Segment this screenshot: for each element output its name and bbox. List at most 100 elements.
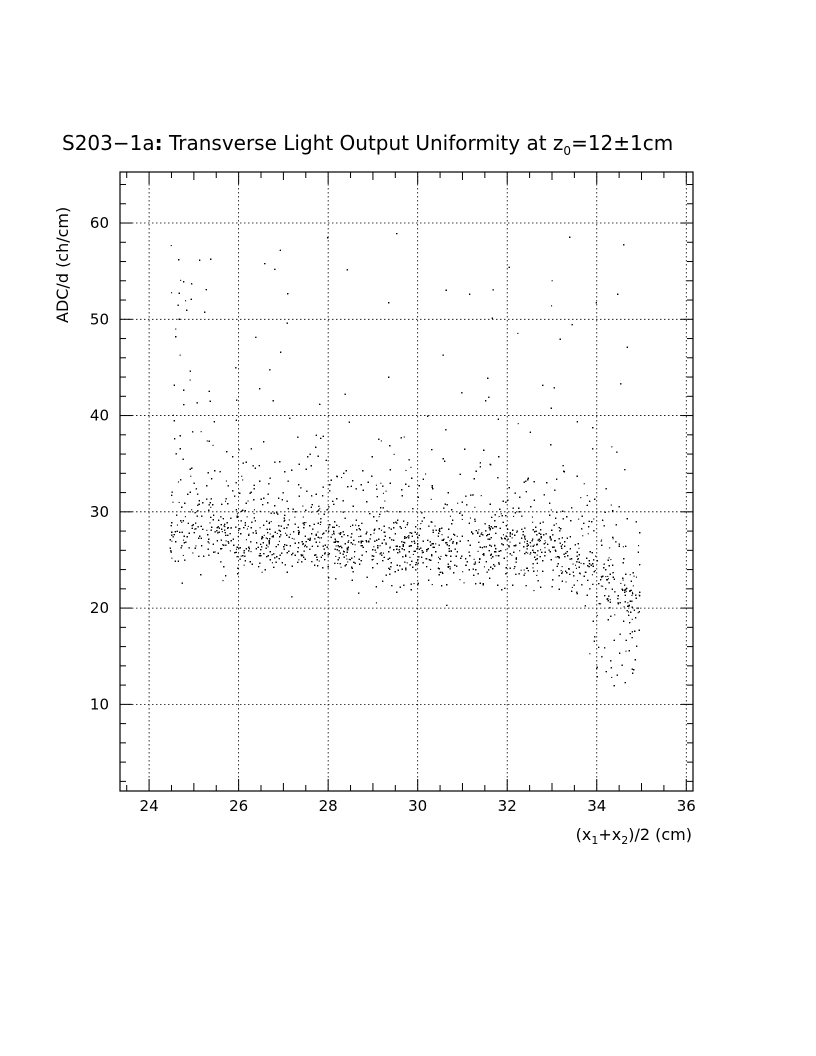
- y-tick-label: 50: [90, 310, 109, 328]
- data-point: [375, 602, 377, 604]
- data-point: [319, 508, 321, 510]
- data-point: [355, 524, 357, 526]
- data-point: [337, 562, 339, 564]
- data-point: [480, 495, 482, 497]
- data-point: [413, 583, 415, 585]
- data-point: [611, 446, 613, 448]
- data-point: [302, 516, 304, 518]
- data-point: [629, 574, 631, 576]
- data-point: [594, 570, 596, 572]
- data-point: [291, 537, 293, 539]
- data-point: [346, 558, 348, 560]
- x-tick-label: 30: [408, 797, 427, 815]
- data-point: [622, 579, 624, 581]
- data-point: [506, 572, 508, 574]
- y-tick-label: 20: [90, 599, 109, 617]
- data-point: [600, 575, 602, 577]
- data-point: [184, 516, 186, 518]
- data-point: [181, 521, 183, 523]
- data-point: [545, 542, 547, 544]
- data-point: [519, 550, 521, 552]
- data-point: [170, 245, 172, 247]
- data-point: [347, 561, 349, 563]
- data-point: [420, 523, 422, 525]
- data-point: [449, 515, 451, 517]
- data-point: [520, 569, 522, 571]
- data-point: [195, 545, 197, 547]
- data-point: [247, 500, 249, 502]
- data-point: [562, 571, 564, 573]
- data-point: [318, 537, 320, 539]
- data-point: [185, 300, 187, 302]
- data-point: [425, 473, 427, 475]
- data-point: [461, 518, 463, 520]
- data-point: [561, 544, 563, 546]
- data-point: [338, 532, 340, 534]
- data-point: [506, 539, 508, 541]
- data-point: [236, 513, 238, 515]
- data-point: [524, 537, 526, 539]
- data-point: [175, 328, 177, 330]
- data-point: [194, 528, 196, 530]
- title-prefix: S203−1a: [62, 131, 155, 155]
- data-point: [524, 572, 526, 574]
- data-point: [302, 544, 304, 546]
- data-point: [246, 516, 248, 518]
- data-point: [531, 516, 533, 518]
- data-point: [214, 551, 216, 553]
- data-point: [502, 534, 504, 536]
- title-text: Transverse Light Output Uniformity at z: [163, 131, 564, 155]
- data-point: [632, 585, 634, 587]
- data-point: [278, 540, 280, 542]
- data-point: [208, 542, 210, 544]
- data-point: [389, 547, 391, 549]
- data-point: [576, 580, 578, 582]
- data-point: [596, 614, 598, 616]
- axis-ticks: [120, 172, 693, 791]
- data-point: [354, 544, 356, 546]
- data-point: [403, 436, 405, 438]
- scatter-points: [169, 233, 641, 687]
- data-point: [544, 547, 546, 549]
- data-point: [483, 566, 485, 568]
- data-point: [317, 531, 319, 533]
- data-point: [385, 542, 387, 544]
- data-point: [551, 305, 553, 307]
- data-point: [627, 611, 629, 613]
- data-point: [412, 553, 414, 555]
- data-point: [607, 578, 609, 580]
- data-point: [582, 535, 584, 537]
- data-point: [210, 506, 212, 508]
- data-point: [529, 553, 531, 555]
- data-point: [253, 513, 255, 515]
- data-point: [608, 557, 610, 559]
- data-point: [297, 530, 299, 532]
- data-point: [373, 546, 375, 548]
- x-tick-label: 24: [140, 797, 159, 815]
- data-point: [609, 599, 611, 601]
- data-point: [586, 495, 588, 497]
- data-point: [572, 563, 574, 565]
- data-point: [172, 501, 174, 503]
- data-point: [623, 606, 625, 608]
- data-point: [612, 572, 614, 574]
- data-point: [206, 440, 208, 442]
- data-point: [560, 570, 562, 572]
- data-point: [583, 483, 585, 485]
- data-point: [593, 518, 595, 520]
- y-tick-label: 60: [90, 214, 109, 232]
- data-point: [515, 545, 517, 547]
- data-point: [631, 618, 633, 620]
- data-point: [530, 545, 532, 547]
- data-point: [536, 574, 538, 576]
- data-point: [238, 449, 240, 451]
- data-point: [457, 502, 459, 504]
- data-point: [269, 533, 271, 535]
- data-point: [224, 526, 226, 528]
- data-point: [348, 540, 350, 542]
- data-point: [498, 516, 500, 518]
- data-point: [472, 494, 474, 496]
- data-point: [348, 558, 350, 560]
- data-point: [176, 524, 178, 526]
- data-point: [384, 500, 386, 502]
